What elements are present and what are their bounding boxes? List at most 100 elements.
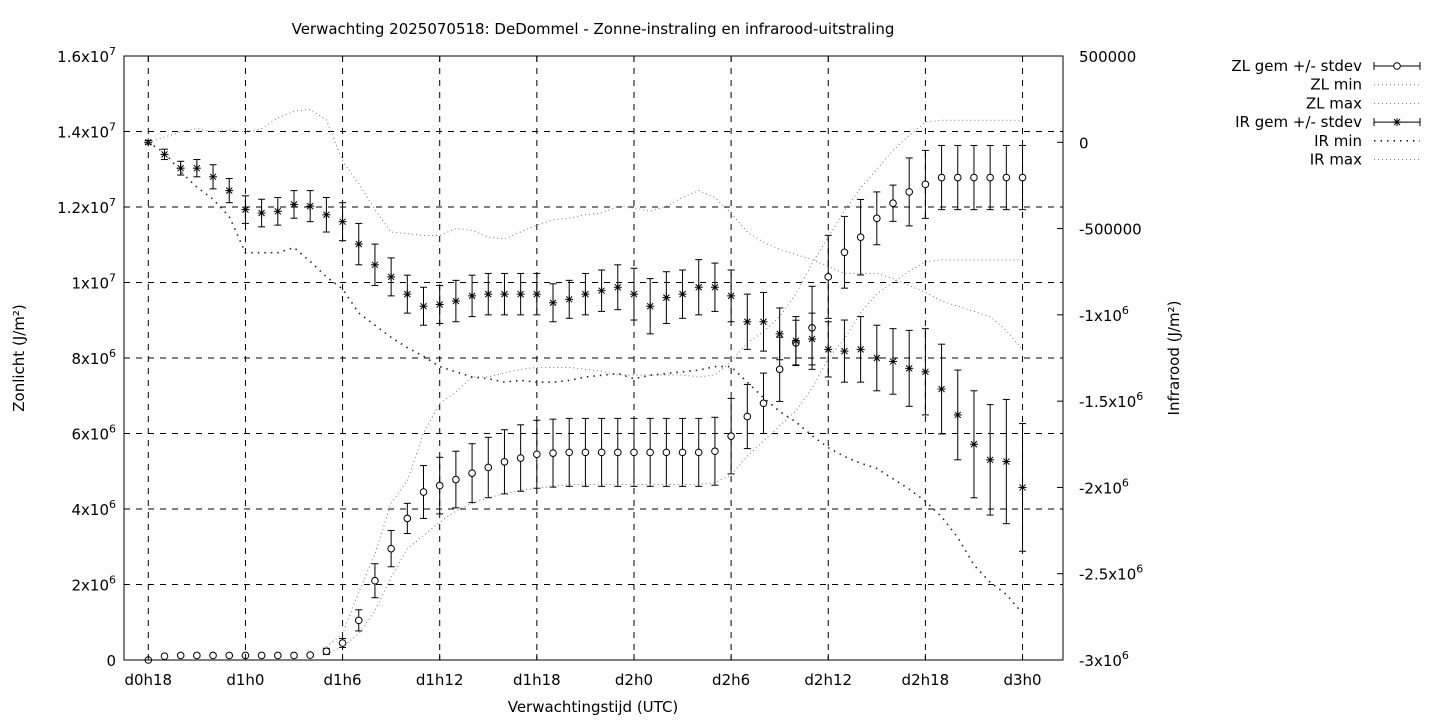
x-tick-label: d1h6 [323,671,361,689]
data-point [322,647,331,656]
data-point [160,150,169,159]
y2-tick-label: -2.5x106 [1079,563,1143,584]
data-point [241,205,250,214]
x-tick-label: d2h18 [902,671,950,689]
data-point [225,651,234,660]
data-point [468,469,476,477]
x-tick-label: d2h12 [804,671,852,689]
legend-label: ZL gem +/- stdev [1231,57,1362,75]
data-point [646,302,655,311]
data-point [581,290,590,299]
data-point [937,385,946,394]
y-tick-label: 2x106 [71,574,116,595]
data-point [743,412,752,421]
x-tick-label: d1h0 [226,671,264,689]
legend-label: ZL min [1310,76,1362,94]
data-point [419,302,428,311]
data-point [274,651,282,660]
data-point [549,298,558,307]
data-point [209,172,218,181]
data-point [209,651,217,660]
x-tick-label: d2h0 [615,671,653,689]
axes: d0h18 d1h0 d1h6 d1h12 d1h18 d2h0 d2h6 d2h12 d2h1… [57,45,1143,689]
data-point [484,290,493,299]
series-0 [144,144,1027,664]
y-tick-label: 1.6x107 [57,45,116,66]
data-point [791,336,800,345]
data-point [1002,457,1011,466]
data-point [873,214,881,223]
data-point [322,210,331,219]
legend-marker [1393,118,1401,127]
data-point [354,240,363,249]
y2-tick-label: 0 [1079,134,1089,152]
data-point [257,651,266,660]
data-point [500,290,509,299]
data-point [969,440,978,449]
data-point [289,200,298,209]
y2-tick-label: 500000 [1079,48,1136,66]
x-tick-label: d3h0 [1003,671,1041,689]
data-point [468,291,477,300]
x-axis-label: Verwachtingstijd (UTC) [508,698,679,716]
data-point [743,317,752,326]
y2-tick-label: -2x106 [1079,476,1129,497]
data-point [451,297,460,306]
data-point [549,449,557,457]
series-2 [326,119,1023,648]
data-point [306,651,314,659]
data-point [953,410,962,419]
data-point [694,448,703,457]
x-tick-label: d2h6 [712,671,750,689]
data-point [953,173,962,182]
data-point [629,290,638,299]
y2-tick-label: -3x106 [1079,649,1129,670]
y2-tick-label: -1.5x106 [1079,390,1143,411]
data-point [257,209,266,218]
data-point [662,448,671,457]
data-point [889,199,897,208]
y-tick-label: 4x106 [71,498,116,519]
legend-marker [1393,62,1401,70]
data-point [306,202,315,211]
data-point [419,488,428,496]
data-point [435,300,444,309]
data-point [500,458,509,466]
data-point [840,248,849,257]
data-point [160,652,169,661]
data-point [533,450,541,459]
y2-axis-label: Infrarood (J/m²) [1165,301,1183,416]
data-point [856,345,865,354]
data-point [193,651,201,660]
data-point [613,448,622,457]
data-point [176,651,185,660]
data-point [889,357,898,366]
data-point [921,180,930,189]
data-point [727,432,735,440]
data-point [824,273,833,281]
data-point [1018,173,1027,182]
data-point [225,186,234,195]
data-point [597,448,606,457]
data-point [452,475,460,484]
series-line [148,108,1023,350]
data-point [694,283,703,292]
data-point [775,329,784,338]
data-point [937,173,946,182]
data-point [338,639,347,647]
series-1 [326,259,1023,655]
y-tick-label: 1.2x107 [57,196,116,217]
data-point [273,207,282,216]
data-point [370,260,379,269]
y-tick-label: 6x106 [71,423,116,444]
data-point [192,164,201,173]
data-point [727,291,736,300]
data-point [856,233,865,241]
data-point [565,448,574,457]
data-point [808,335,817,344]
y-tick-label: 8x106 [71,347,116,368]
legend-label: IR gem +/- stdev [1235,113,1362,131]
data-point [630,448,638,457]
data-point [581,448,590,457]
